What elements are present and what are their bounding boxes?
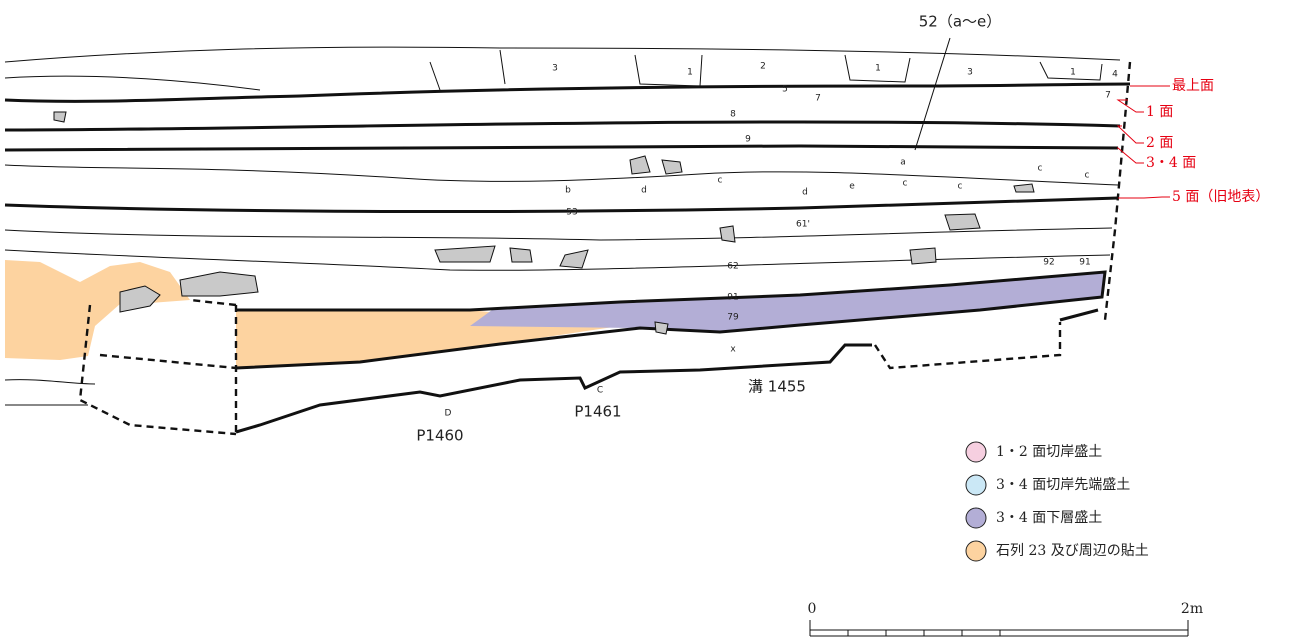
- legend-label: 石列 23 及び周辺の貼土: [996, 543, 1149, 559]
- stratum-line: [235, 270, 1107, 370]
- legend-label: 1・2 面切岸盛土: [996, 444, 1102, 460]
- layer-label: 7: [1105, 91, 1111, 101]
- stones: [53, 111, 1035, 335]
- layer-label: c: [903, 179, 908, 189]
- stratum-line: [4, 46, 1121, 63]
- feature-label: D: [445, 409, 452, 419]
- stone: [909, 247, 937, 265]
- feature-label: P1460: [416, 427, 463, 445]
- orange-fill: [5, 260, 190, 360]
- fills: [5, 260, 1105, 368]
- stratum-line: [4, 196, 1119, 214]
- stratum-line: [235, 308, 1099, 434]
- legend-label: 3・4 面下層盛土: [996, 510, 1102, 526]
- layer-label: d: [641, 186, 647, 196]
- strata-lines: [4, 37, 1132, 436]
- stone: [661, 159, 683, 175]
- layer-label: c: [718, 176, 723, 186]
- stone: [559, 249, 589, 269]
- layer-label: 9: [745, 135, 751, 145]
- layer-label: d: [802, 188, 808, 198]
- stratum-line: [4, 379, 96, 406]
- stone: [1013, 183, 1035, 193]
- stratum-line: [4, 82, 1131, 103]
- surface-label: 1 面: [1146, 104, 1173, 120]
- surface-label: 2 面: [1146, 135, 1173, 151]
- layer-label: b: [565, 186, 571, 196]
- stone: [509, 247, 533, 263]
- stratum-line: [4, 227, 1113, 241]
- leader-line: [914, 37, 951, 151]
- surface-leader: [1116, 99, 1144, 113]
- layer-label: 1: [875, 64, 881, 74]
- legend-swatch: [965, 441, 987, 463]
- stratum-line: [4, 164, 1119, 186]
- stone: [434, 245, 496, 263]
- scale-bar: 0 2m: [808, 601, 1203, 637]
- surface-label: 5 面（旧地表）: [1172, 189, 1269, 205]
- feature-label: P1461: [574, 403, 621, 421]
- layer-label: 1: [687, 68, 693, 78]
- layer-label: 3: [552, 64, 558, 74]
- layer-label: 5: [782, 85, 788, 95]
- stone: [119, 285, 161, 313]
- surface-label: 最上面: [1172, 78, 1214, 94]
- stratum-line: [4, 144, 1119, 152]
- layer-label: e: [849, 182, 855, 192]
- feature-label: C: [597, 386, 603, 396]
- labels: 52（a～e） 3 1 2 1 3 1 4 5 7 7 8 9 a c c c b d c d e c 53 61' 62 92 9…: [416, 13, 1269, 562]
- layer-label: c: [1038, 164, 1043, 174]
- legend-swatch: [965, 474, 987, 496]
- leader-label: 52（a～e）: [919, 13, 1002, 31]
- feature-label: 溝 1455: [748, 378, 806, 396]
- layer-label: 91: [1079, 258, 1090, 268]
- surface-leader: [1118, 196, 1170, 199]
- stone: [53, 111, 67, 123]
- layer-label: 53: [566, 208, 577, 218]
- layer-label: 8: [730, 110, 736, 120]
- surface-leader: [1116, 125, 1144, 144]
- layer-label: x: [730, 345, 736, 355]
- scale-line: [809, 620, 1189, 637]
- layer-label: c: [958, 182, 963, 192]
- layer-label: 79: [727, 313, 739, 323]
- layer-label: 61': [796, 220, 810, 230]
- layer-label: 62: [727, 262, 738, 272]
- layer-label: 2: [760, 62, 766, 72]
- purple-fill: [470, 272, 1105, 332]
- surface-leader: [1117, 147, 1144, 164]
- stratum-line: [78, 61, 1132, 436]
- legend-swatch: [965, 540, 987, 562]
- layer-label: 7: [815, 94, 821, 104]
- layer-label: 92: [1043, 258, 1054, 268]
- stone: [654, 321, 669, 335]
- layer-label: 91: [727, 293, 738, 303]
- layer-label: a: [900, 158, 906, 168]
- legend-swatch: [965, 507, 987, 529]
- scale-end: 2m: [1181, 601, 1203, 617]
- legend-label: 3・4 面切岸先端盛土: [996, 477, 1130, 493]
- stratum-line: [4, 249, 1111, 271]
- stratum-line: [4, 120, 1121, 132]
- stone: [629, 155, 651, 175]
- layer-label: 1: [1070, 68, 1076, 78]
- scale-start: 0: [808, 601, 817, 617]
- layer-label: c: [1085, 171, 1090, 181]
- layer-label: 4: [1112, 70, 1118, 80]
- stone: [179, 271, 259, 297]
- stone: [719, 225, 736, 243]
- layer-label: 3: [967, 68, 973, 78]
- surface-label: 3・4 面: [1146, 155, 1196, 171]
- stratum-line: [4, 49, 1103, 91]
- stone: [944, 213, 981, 231]
